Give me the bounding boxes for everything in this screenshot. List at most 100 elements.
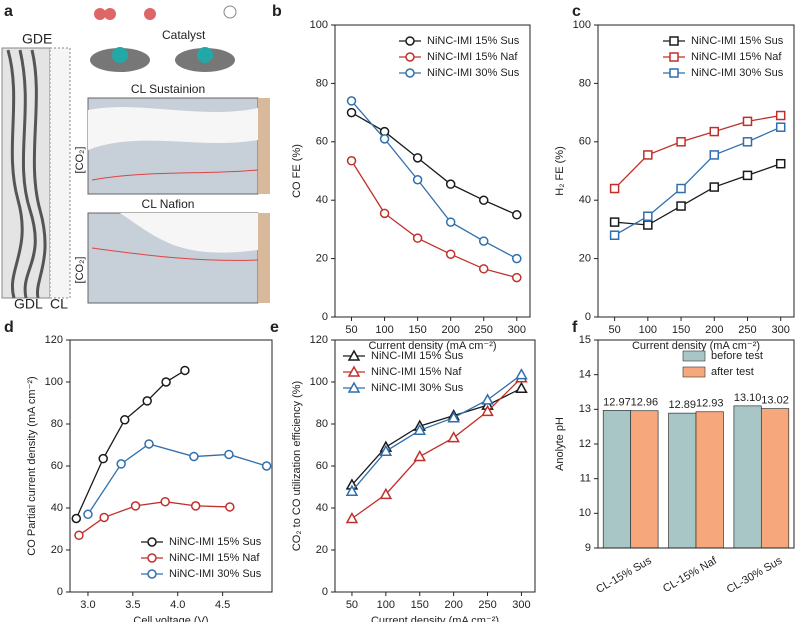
panel-label: d: [4, 319, 14, 336]
y-tick-label: 15: [579, 334, 591, 346]
marker: [481, 393, 494, 405]
y-tick-label: 60: [316, 136, 328, 148]
y-tick-label: 60: [316, 460, 328, 472]
x-tick-label: 3.5: [125, 599, 140, 611]
x-tick-label: 300: [512, 599, 530, 611]
y-tick-label: 120: [310, 334, 328, 346]
y-tick-label: 100: [573, 19, 591, 31]
series-line: [75, 369, 186, 519]
marker: [742, 116, 753, 127]
x-tick-label: 3.0: [80, 599, 95, 611]
marker: [676, 183, 686, 194]
x-tick-label: 4.5: [215, 599, 230, 611]
value-label: 13.10: [734, 392, 762, 404]
pores: [88, 107, 258, 150]
label: CL: [50, 296, 68, 312]
marker: [147, 553, 157, 563]
x-tick-label: 150: [408, 324, 426, 336]
marker: [405, 68, 415, 78]
panel-label: b: [272, 3, 282, 20]
y-tick-label: 0: [322, 586, 328, 598]
marker: [405, 36, 415, 46]
marker: [445, 179, 456, 189]
series-line: [87, 443, 267, 515]
y-tick-label: 100: [310, 376, 328, 388]
series-line: [614, 114, 781, 189]
marker: [412, 175, 423, 185]
plot-frame: [334, 339, 536, 593]
marker: [775, 158, 786, 169]
x-tick-label: 150: [672, 324, 690, 336]
marker: [142, 396, 152, 406]
marker: [160, 496, 170, 507]
marker: [180, 365, 190, 376]
y-axis-title: Anolyte pH: [554, 417, 566, 471]
label: [CO₂]: [74, 147, 86, 174]
x-tick-label: 50: [346, 599, 358, 611]
bar: [760, 408, 790, 549]
x-tick-label: 250: [738, 324, 756, 336]
y-tick-label: 120: [45, 334, 63, 346]
x-axis-title: Cell voltage (V): [133, 615, 208, 622]
series-line: [614, 126, 781, 236]
x-tick-label: CL-15% Naf: [661, 554, 720, 595]
y-tick-label: 20: [316, 253, 328, 265]
legend-label: NiNC-IMI 15% Sus: [691, 35, 784, 47]
x-tick-label: 150: [411, 599, 429, 611]
marker: [447, 431, 460, 443]
y-tick-label: 12: [579, 438, 591, 450]
label: CL Nafion: [142, 197, 195, 211]
marker: [261, 461, 272, 471]
marker: [189, 451, 199, 462]
series-line: [350, 160, 517, 279]
y-tick-label: 20: [579, 253, 591, 265]
marker: [669, 68, 679, 78]
panel-label: f: [572, 319, 578, 336]
y-axis-title: CO FE (%): [291, 144, 303, 198]
y-tick-label: 0: [585, 311, 591, 323]
marker: [116, 459, 126, 469]
marker: [405, 52, 415, 62]
label: GDL: [14, 296, 43, 312]
legend-label: NiNC-IMI 15% Sus: [371, 350, 464, 362]
marker: [709, 150, 720, 160]
y-axis-title: H₂ FE (%): [554, 146, 566, 196]
marker: [609, 217, 620, 227]
bar: [733, 405, 762, 549]
marker: [224, 449, 234, 460]
legend-label: before test: [711, 350, 763, 362]
marker: [709, 182, 720, 192]
series-line: [351, 100, 518, 260]
marker: [99, 512, 109, 523]
ionomer: [258, 98, 270, 194]
marker: [379, 208, 390, 219]
marker: [347, 365, 361, 377]
y-tick-label: 11: [580, 473, 591, 485]
panel-label: c: [572, 3, 581, 20]
x-tick-label: 250: [478, 599, 496, 611]
flux: [91, 247, 259, 261]
marker: [775, 110, 786, 121]
marker: [445, 217, 456, 227]
marker: [609, 230, 620, 240]
marker: [643, 150, 653, 160]
marker: [512, 272, 522, 283]
label: CL Sustainion: [131, 82, 205, 96]
series-line: [351, 374, 522, 492]
marker: [742, 137, 753, 147]
marker: [709, 126, 720, 137]
marker: [481, 404, 494, 417]
marker: [515, 368, 528, 380]
y-tick-label: 40: [51, 502, 63, 514]
pores: [120, 213, 258, 253]
legend-label: NiNC-IMI 30% Sus: [691, 67, 784, 79]
value-label: 12.97: [603, 396, 631, 408]
bar: [630, 410, 659, 549]
value-label: 12.96: [631, 397, 659, 409]
label: [CO₂]: [74, 257, 86, 284]
series-line: [78, 501, 230, 536]
marker: [147, 569, 157, 579]
y-tick-label: 13: [579, 403, 591, 415]
marker: [413, 450, 427, 462]
